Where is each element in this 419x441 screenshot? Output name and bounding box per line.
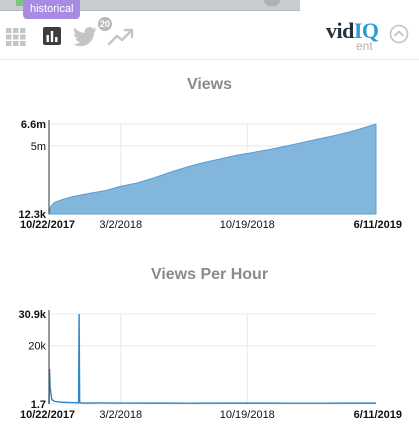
twitter-icon[interactable]: [73, 27, 97, 47]
thumbnail-edge: [16, 0, 23, 6]
views-per-hour-line-series: [48, 313, 377, 405]
y-tick-label: 1.7: [31, 399, 46, 411]
x-tick-label: 6/11/2019: [354, 219, 402, 231]
bar-chart-icon[interactable]: [43, 27, 61, 45]
trending-icon[interactable]: [108, 28, 134, 46]
x-tick-label: 10/22/2017: [20, 219, 75, 231]
x-tick-label: 3/2/2018: [99, 219, 142, 231]
views-chart-title: Views: [186, 76, 233, 93]
toolbar: historical 20 vidIQ ent: [0, 0, 419, 60]
y-tick-label: 6.6m: [21, 119, 46, 131]
x-tick-label: 6/11/2019: [354, 409, 402, 421]
video-thumbnail-strip[interactable]: [0, 0, 300, 11]
x-tick-label: 10/22/2017: [20, 409, 75, 421]
grid-icon[interactable]: [6, 28, 26, 46]
x-tick-label: 10/19/2018: [220, 219, 275, 231]
vidiq-logo: vidIQ: [326, 18, 379, 44]
y-tick-label: 5m: [31, 141, 46, 153]
views-area-series: [48, 123, 377, 215]
views-per-hour-chart: 30.9k 20k 1.710/22/2017 3/2/2018 10/19/2018 6…: [18, 309, 402, 421]
plan-label: ent: [356, 39, 373, 53]
y-tick-label: 12.3k: [18, 209, 46, 221]
x-tick-label: 3/2/2018: [99, 409, 142, 421]
scroll-knob[interactable]: [264, 0, 280, 6]
chevron-up-icon[interactable]: [389, 24, 409, 44]
brand-name-part2: IQ: [353, 18, 379, 43]
historical-badge[interactable]: historical: [23, 0, 81, 19]
x-tick-label: 10/19/2018: [220, 409, 275, 421]
notification-count: 20: [98, 17, 112, 31]
views-per-hour-chart-title: Views Per Hour: [150, 266, 269, 283]
brand-name-part1: vid: [326, 18, 354, 43]
y-tick-label: 30.9k: [18, 309, 46, 321]
y-tick-label: 20k: [28, 341, 46, 353]
